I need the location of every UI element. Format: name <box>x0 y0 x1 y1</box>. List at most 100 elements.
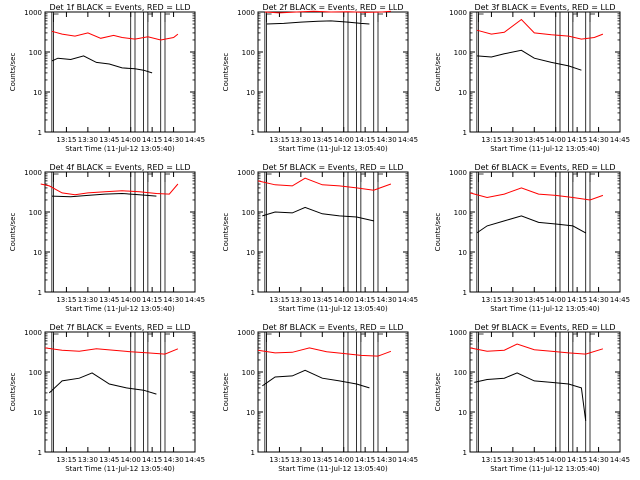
x-axis-label: Start Time (11-Jul-12 13:05:40) <box>65 305 175 313</box>
flag-marker <box>360 173 366 182</box>
x-tick-label: 13:45 <box>524 136 544 144</box>
series-line-events <box>476 215 586 234</box>
y-tick-label: 10 <box>458 249 467 257</box>
y-axis-label: Counts/sec <box>9 53 17 92</box>
x-axis-label: Start Time (11-Jul-12 13:05:40) <box>490 145 600 153</box>
chart-panel-8: Det 8f BLACK = Events, RED = LLD Counts/s… <box>222 323 418 473</box>
x-tick-label: 13:30 <box>291 136 311 144</box>
y-tick-label: 10 <box>33 89 42 97</box>
x-tick-label: 13:15 <box>481 456 501 464</box>
x-tick-label: 14:00 <box>334 296 354 304</box>
y-tick-label: 10 <box>458 409 467 417</box>
flag-marker <box>589 13 595 22</box>
chart-panel-1: Det 1f BLACK = Events, RED = LLD Counts/s… <box>9 3 205 153</box>
x-axis-label: Start Time (11-Jul-12 13:05:40) <box>278 145 388 153</box>
y-axis-label: Counts/sec <box>434 373 442 412</box>
x-tick-label: 14:45 <box>610 456 630 464</box>
y-tick-label: 1000 <box>449 329 467 337</box>
y-tick-label: 1000 <box>24 169 42 177</box>
chart-title: Det 8f BLACK = Events, RED = LLD <box>262 323 403 332</box>
x-tick-label: 14:45 <box>185 456 205 464</box>
y-tick-label: 100 <box>242 209 255 217</box>
y-tick-label: 1 <box>251 289 255 297</box>
y-axis-label: Counts/sec <box>434 213 442 252</box>
x-tick-label: 14:15 <box>142 136 162 144</box>
x-tick-label: 14:00 <box>121 296 141 304</box>
series-line-lld <box>51 30 179 41</box>
x-tick-label: 14:00 <box>121 136 141 144</box>
x-axis-label: Start Time (11-Jul-12 13:05:40) <box>65 465 175 473</box>
x-tick-label: 13:30 <box>291 456 311 464</box>
x-tick-label: 14:45 <box>398 456 418 464</box>
series-line-events <box>262 369 370 389</box>
chart-title: Det 6f BLACK = Events, RED = LLD <box>474 163 615 172</box>
series-line-lld <box>264 10 391 14</box>
chart-panel-9: Det 9f BLACK = Events, RED = LLD Counts/s… <box>434 323 630 473</box>
x-tick-label: 14:15 <box>355 136 375 144</box>
y-tick-label: 100 <box>454 209 467 217</box>
chart-panel-7: Det 7f BLACK = Events, RED = LLD Counts/s… <box>9 323 205 473</box>
series-line-events <box>48 372 157 395</box>
flag-marker <box>589 173 595 182</box>
x-axis-label: Start Time (11-Jul-12 13:05:40) <box>278 465 388 473</box>
flag-marker <box>377 333 383 342</box>
x-tick-label: 14:45 <box>398 136 418 144</box>
flag-marker <box>53 13 59 22</box>
x-axis-label: Start Time (11-Jul-12 13:05:40) <box>490 305 600 313</box>
x-tick-label: 14:45 <box>610 296 630 304</box>
x-tick-label: 13:45 <box>524 456 544 464</box>
y-tick-label: 1 <box>463 129 467 137</box>
series-line-events <box>51 192 157 198</box>
x-tick-label: 13:15 <box>481 296 501 304</box>
y-tick-label: 10 <box>458 89 467 97</box>
y-tick-label: 100 <box>29 49 42 57</box>
y-tick-label: 1 <box>38 289 42 297</box>
y-tick-label: 100 <box>242 369 255 377</box>
x-tick-label: 13:30 <box>291 296 311 304</box>
x-tick-label: 14:00 <box>334 456 354 464</box>
x-tick-label: 13:45 <box>312 296 332 304</box>
y-tick-label: 1000 <box>24 329 42 337</box>
x-tick-label: 14:00 <box>334 136 354 144</box>
flag-marker <box>164 333 170 342</box>
x-tick-label: 13:15 <box>56 296 76 304</box>
y-axis-label: Counts/sec <box>9 373 17 412</box>
x-tick-label: 13:30 <box>503 296 523 304</box>
y-tick-label: 1000 <box>449 9 467 17</box>
x-tick-label: 14:30 <box>376 136 396 144</box>
chart-title: Det 9f BLACK = Events, RED = LLD <box>474 323 615 332</box>
x-tick-label: 13:45 <box>524 296 544 304</box>
series-line-events <box>51 55 153 74</box>
chart-title: Det 2f BLACK = Events, RED = LLD <box>262 3 403 12</box>
flag-marker <box>266 173 272 182</box>
flag-marker <box>164 13 170 22</box>
y-axis-label: Counts/sec <box>222 373 230 412</box>
x-tick-label: 13:15 <box>56 456 76 464</box>
chart-title: Det 1f BLACK = Events, RED = LLD <box>49 3 190 12</box>
flag-marker <box>164 173 170 182</box>
chart-panel-2: Det 2f BLACK = Events, RED = LLD Counts/s… <box>222 3 418 153</box>
x-tick-label: 14:30 <box>376 296 396 304</box>
x-tick-label: 13:45 <box>99 296 119 304</box>
x-tick-label: 14:15 <box>142 296 162 304</box>
plot-frame <box>257 11 409 133</box>
chart-title: Det 4f BLACK = Events, RED = LLD <box>49 163 190 172</box>
chart-title: Det 7f BLACK = Events, RED = LLD <box>49 323 190 332</box>
flag-marker <box>572 13 578 22</box>
x-tick-label: 14:00 <box>546 136 566 144</box>
plot-frame <box>44 171 196 293</box>
chart-panel-4: Det 4f BLACK = Events, RED = LLD Counts/s… <box>9 163 205 313</box>
x-tick-label: 14:00 <box>121 456 141 464</box>
x-tick-label: 14:45 <box>185 296 205 304</box>
y-tick-label: 1 <box>251 449 255 457</box>
series-line-lld <box>469 187 604 201</box>
x-tick-label: 13:30 <box>503 136 523 144</box>
series-line-events <box>262 206 374 222</box>
flag-marker <box>53 333 59 342</box>
flag-marker <box>266 333 272 342</box>
flag-marker <box>377 13 383 22</box>
y-tick-label: 10 <box>246 89 255 97</box>
chart-panel-6: Det 6f BLACK = Events, RED = LLD Counts/s… <box>434 163 630 313</box>
y-tick-label: 1000 <box>237 329 255 337</box>
x-tick-label: 13:30 <box>503 456 523 464</box>
